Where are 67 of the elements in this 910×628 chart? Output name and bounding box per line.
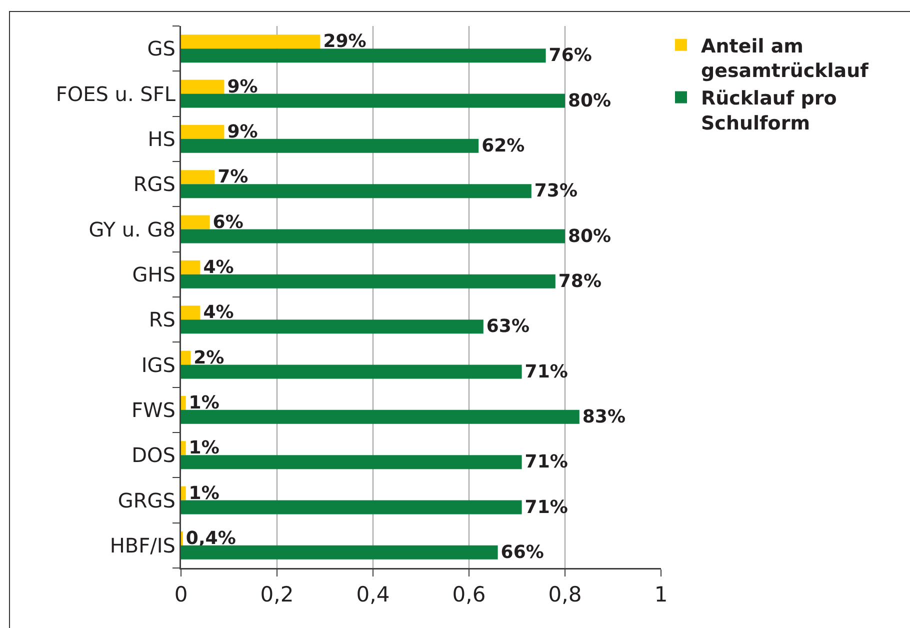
bar bbox=[181, 410, 580, 424]
bar bbox=[181, 138, 479, 153]
x-tick-label: 0,8 bbox=[548, 582, 582, 607]
x-tick-label: 0,4 bbox=[356, 582, 390, 607]
data-label: 71% bbox=[524, 496, 568, 518]
data-label: 71% bbox=[524, 452, 568, 473]
y-tick-label: HBF/IS bbox=[110, 533, 176, 558]
y-tick-label: HS bbox=[148, 126, 176, 151]
bar bbox=[181, 260, 200, 274]
bar bbox=[181, 486, 186, 500]
bar bbox=[181, 441, 186, 456]
data-label: 4% bbox=[203, 256, 234, 278]
bar bbox=[181, 124, 224, 139]
y-tick-label: RS bbox=[148, 308, 176, 332]
data-label: 78% bbox=[558, 270, 602, 292]
data-label: 66% bbox=[500, 542, 544, 563]
bar bbox=[181, 94, 565, 108]
y-tick-label: RGS bbox=[133, 172, 176, 196]
data-label: 0,4% bbox=[186, 528, 236, 549]
x-tick-label: 0,2 bbox=[260, 582, 294, 607]
bar bbox=[181, 306, 200, 320]
y-tick-label: IGS bbox=[141, 352, 176, 377]
bar bbox=[181, 274, 556, 288]
data-label: 71% bbox=[524, 361, 568, 382]
data-label: 80% bbox=[568, 226, 612, 247]
data-label: 76% bbox=[548, 45, 592, 66]
bar bbox=[181, 320, 484, 334]
data-label: 9% bbox=[227, 121, 258, 142]
y-tick-label: GY u. G8 bbox=[88, 217, 176, 242]
data-label: 6% bbox=[212, 212, 244, 233]
bar bbox=[181, 170, 215, 184]
data-label: 7% bbox=[218, 166, 248, 188]
data-label: 73% bbox=[534, 180, 578, 202]
bar bbox=[181, 34, 320, 49]
data-label: 62% bbox=[482, 135, 525, 156]
bar bbox=[181, 184, 532, 198]
data-label: 29% bbox=[323, 31, 366, 52]
y-tick-label: GS bbox=[147, 36, 176, 61]
data-label: 1% bbox=[188, 482, 220, 504]
bar bbox=[181, 80, 224, 94]
bar bbox=[181, 350, 191, 365]
y-tick-label: GHS bbox=[132, 262, 176, 286]
bar bbox=[181, 396, 186, 410]
bar bbox=[181, 215, 210, 230]
y-tick-label: FOES u. SFL bbox=[56, 82, 176, 106]
bar bbox=[181, 545, 498, 560]
y-tick-label: GRGS bbox=[118, 488, 176, 512]
data-label: 9% bbox=[227, 76, 258, 98]
data-label: 4% bbox=[203, 302, 234, 324]
x-tick-label: 0 bbox=[174, 582, 188, 607]
data-label: 83% bbox=[582, 406, 626, 428]
x-tick-label: 0,6 bbox=[452, 582, 486, 607]
legend-label: Rücklauf pro Schulform bbox=[701, 88, 837, 134]
bar bbox=[181, 364, 522, 379]
bar bbox=[181, 500, 522, 514]
data-label: 63% bbox=[486, 316, 530, 338]
bar bbox=[181, 229, 565, 244]
bar bbox=[181, 455, 522, 470]
legend-label: Anteil am gesamtrücklauf bbox=[701, 35, 870, 82]
y-tick-label: DOS bbox=[132, 443, 176, 468]
bar bbox=[181, 48, 546, 63]
data-label: 1% bbox=[188, 392, 220, 414]
x-tick-label: 1 bbox=[654, 582, 668, 607]
data-label: 80% bbox=[568, 90, 612, 112]
data-label: 2% bbox=[194, 347, 224, 368]
y-tick-label: FWS bbox=[132, 398, 176, 422]
data-label: 1% bbox=[188, 438, 220, 459]
